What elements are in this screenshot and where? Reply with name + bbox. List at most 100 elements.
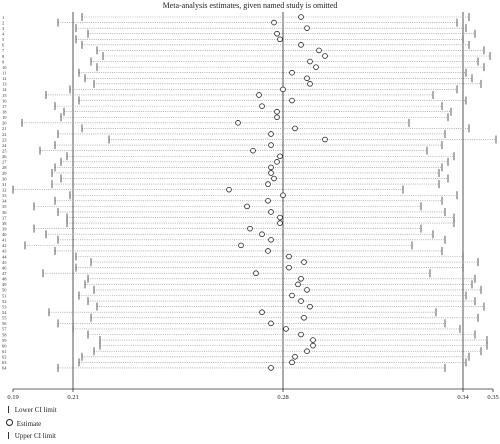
row-label: 17 [2,104,7,109]
legend-estimate-label: Estimate [16,420,42,428]
row-label: 45 [2,260,7,265]
estimate-point [265,181,271,187]
row-label: 18 [2,109,7,114]
study-row: 35 [2,202,422,211]
x-tick-label: 0.35 [487,394,498,400]
estimate-point [274,30,280,37]
chart-title: Meta-analysis estimates, given named stu… [162,1,338,10]
row-label: 52 [2,299,7,304]
row-label: 47 [2,271,7,276]
row-label: 7 [2,48,5,53]
study-row: 26 [2,152,455,161]
row-label: 61 [2,349,7,354]
row-label: 35 [2,204,7,209]
study-row: 13 [2,79,482,88]
estimate-point [304,348,310,355]
estimate-point [226,186,232,193]
row-label: 49 [2,282,7,287]
row-label: 19 [2,115,7,120]
estimate-point [304,25,310,31]
study-row: 30 [2,174,449,183]
forest-plot: 1234567891011121314151617181920212223242… [2,12,499,400]
legend-estimate: Estimate [4,419,41,429]
row-label: 44 [2,254,7,259]
study-row: 29 [2,168,440,177]
study-row: 10 [2,63,485,72]
estimate-point [277,220,283,226]
row-label: 59 [2,338,7,343]
estimate-point [298,14,304,20]
estimate-point [289,292,295,299]
study-row: 48 [2,274,476,283]
study-row: 55 [2,313,479,322]
estimate-point [274,114,280,121]
row-label: 1 [2,15,4,20]
estimate-point [265,248,271,254]
estimate-point [298,298,304,304]
x-tick-label: 0.28 [277,394,288,400]
study-row: 23 [2,135,497,144]
row-label: 42 [2,243,7,248]
estimate-point [298,275,304,282]
study-row: 17 [2,102,443,111]
estimate-point [277,36,283,43]
legend-lower-label: Lower CI limit [14,406,57,414]
estimate-point [268,209,274,215]
row-label: 29 [2,171,7,176]
study-row: 59 [2,336,488,345]
study-rows: 1234567891011121314151617181920212223242… [2,13,497,372]
estimate-point [256,92,262,98]
study-row: 21 [2,124,470,133]
study-row: 51 [2,291,467,300]
estimate-point [280,86,286,93]
row-label: 2 [2,20,4,25]
estimate-point [295,281,301,288]
row-label: 36 [2,210,7,215]
legend-upper-ci: Upper CI limit [4,432,56,441]
study-row: 64 [2,363,446,372]
row-label: 3 [2,26,5,31]
row-label: 5 [2,37,5,42]
row-label: 25 [2,148,7,153]
study-row: 36 [2,207,446,216]
estimate-point [268,131,274,137]
study-row: 3 [2,24,467,33]
row-label: 31 [2,182,7,187]
row-label: 62 [2,355,7,360]
study-row: 38 [2,219,455,228]
row-label: 43 [2,249,7,254]
study-row: 1 [2,13,470,21]
estimate-point [316,47,322,54]
row-label: 26 [2,154,7,159]
estimate-point [280,192,286,199]
row-label: 6 [2,43,5,48]
x-tick-label: 0.34 [457,394,469,400]
estimate-point [244,203,250,210]
study-row: 61 [2,347,482,356]
row-label: 48 [2,277,7,282]
row-label: 40 [2,232,7,237]
study-row: 31 [2,180,440,189]
study-row: 63 [2,358,467,367]
estimate-point [277,214,283,221]
estimate-point [277,153,283,160]
row-label: 16 [2,98,7,103]
estimate-point [304,75,310,82]
estimate-point [268,320,274,327]
study-row: 28 [2,163,443,172]
row-label: 54 [2,310,7,315]
row-label: 56 [2,321,7,326]
study-row: 34 [2,196,443,205]
study-row: 15 [2,90,434,99]
estimate-point [310,337,316,343]
estimate-symbol-icon [6,419,13,426]
estimate-point [259,103,265,109]
estimate-point [268,170,274,176]
study-row: 11 [2,68,467,77]
study-row: 25 [2,146,428,155]
estimate-point [250,147,256,154]
study-row: 53 [2,302,485,311]
x-tick-label: 0.19 [7,394,18,400]
estimate-point [235,120,241,126]
row-label: 60 [2,343,7,348]
